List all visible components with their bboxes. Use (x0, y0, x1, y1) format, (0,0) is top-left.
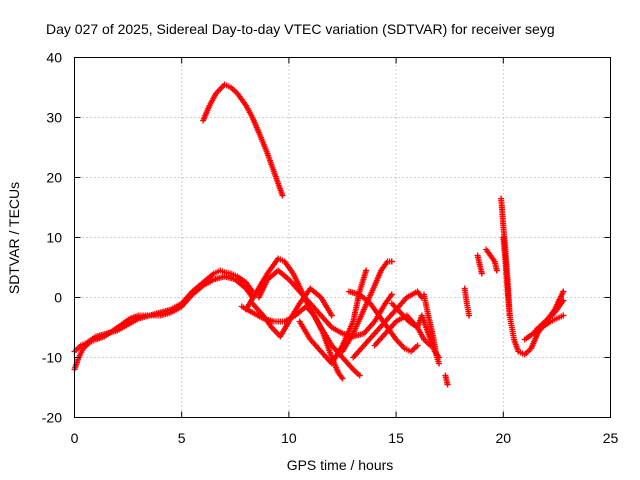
data-series-arc-3 (200, 81, 286, 199)
data-point (363, 267, 370, 274)
data-series-arc-2 (71, 273, 256, 355)
x-tick-label: 10 (281, 430, 297, 446)
data-series-arc-17 (474, 252, 485, 277)
y-tick-label: 40 (46, 50, 62, 66)
x-axis-label: GPS time / hours (287, 457, 394, 473)
data-point (328, 312, 335, 319)
data-series-arc-1 (71, 267, 256, 373)
grid (74, 57, 611, 418)
chart-title: Day 027 of 2025, Sidereal Day-to-day VTE… (46, 21, 555, 37)
data-point (444, 381, 451, 388)
data-point (560, 288, 567, 295)
data-point (356, 372, 363, 379)
data-point (414, 342, 421, 349)
axis-ticks: 0 5 10 15 20 25 -20 -10 0 10 20 30 40 (42, 50, 619, 447)
x-tick-label: 25 (603, 430, 619, 446)
data-point (388, 291, 395, 298)
y-tick-label: 10 (46, 230, 62, 246)
y-tick-label: -10 (42, 350, 62, 366)
y-tick-label: 20 (46, 170, 62, 186)
data-point (435, 360, 442, 367)
data-series-arc-22 (521, 312, 567, 343)
data-series-arc-18 (483, 246, 500, 274)
data-series-arc-15 (442, 372, 451, 388)
data-point (279, 192, 286, 199)
data-point (388, 258, 395, 265)
x-tick-label: 15 (388, 430, 404, 446)
y-tick-label: 30 (46, 110, 62, 126)
data-series-layer (71, 81, 567, 388)
y-axis-label: SDTVAR / TECUs (6, 182, 22, 294)
data-point (560, 297, 567, 304)
data-series-arc-16 (461, 285, 472, 319)
data-series-arc-11 (350, 288, 425, 361)
x-tick-label: 0 (71, 430, 79, 446)
y-tick-label: -20 (42, 410, 62, 426)
data-point (465, 312, 472, 319)
data-point (478, 270, 485, 277)
data-series-arc-7 (255, 267, 395, 340)
x-tick-label: 20 (496, 430, 512, 446)
data-series-arc-9 (339, 258, 395, 355)
y-tick-label: 0 (54, 290, 62, 306)
x-tick-label: 5 (178, 430, 186, 446)
data-point (560, 312, 567, 319)
data-series-arc-14 (420, 291, 442, 367)
data-point (339, 375, 346, 382)
data-series-arc-10 (345, 288, 421, 355)
data-point (493, 267, 500, 274)
